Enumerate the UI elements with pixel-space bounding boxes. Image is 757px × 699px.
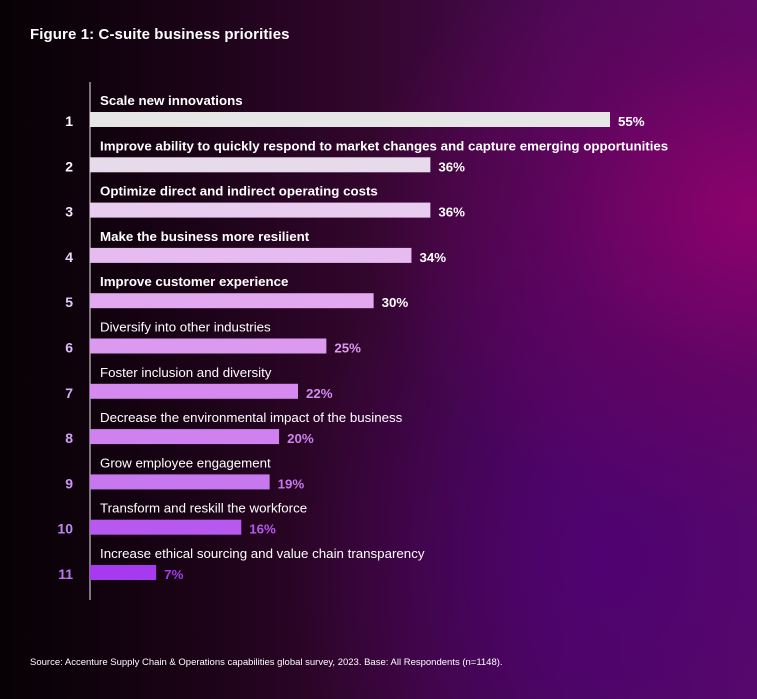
value-label: 16% <box>249 522 276 537</box>
rank-number: 2 <box>65 158 73 174</box>
category-label: Improve customer experience <box>100 274 288 289</box>
category-label: Improve ability to quickly respond to ma… <box>100 138 668 153</box>
value-label: 22% <box>306 386 333 401</box>
value-label: 30% <box>382 295 409 310</box>
bar <box>90 293 374 309</box>
source-note: Source: Accenture Supply Chain & Operati… <box>30 657 503 668</box>
bar <box>90 474 270 490</box>
bar <box>90 202 431 218</box>
rank-number: 4 <box>65 249 73 265</box>
bar <box>90 565 157 580</box>
rank-number: 8 <box>65 430 73 446</box>
rank-number: 1 <box>65 113 73 129</box>
chart-title: Figure 1: C-suite business priorities <box>30 26 290 43</box>
category-label: Foster inclusion and diversity <box>100 365 272 380</box>
rank-number: 3 <box>65 204 73 220</box>
category-label: Grow employee engagement <box>100 455 271 470</box>
value-label: 36% <box>438 205 465 220</box>
rank-number: 6 <box>65 340 73 356</box>
value-label: 55% <box>618 114 645 129</box>
value-label: 36% <box>438 159 465 174</box>
rank-number: 10 <box>57 521 73 537</box>
bar <box>90 519 242 535</box>
bar <box>90 429 280 445</box>
category-label: Increase ethical sourcing and value chai… <box>100 546 425 561</box>
bar <box>90 112 610 127</box>
value-label: 34% <box>419 250 446 265</box>
value-label: 20% <box>287 431 314 446</box>
bar <box>90 338 327 354</box>
value-label: 7% <box>164 567 183 582</box>
value-label: 25% <box>334 341 361 356</box>
category-label: Transform and reskill the workforce <box>100 501 307 516</box>
category-label: Make the business more resilient <box>100 229 310 244</box>
rank-number: 11 <box>58 566 73 582</box>
value-label: 19% <box>278 476 305 491</box>
bar <box>90 383 298 399</box>
category-label: Decrease the environmental impact of the… <box>100 410 403 425</box>
category-label: Diversify into other industries <box>100 320 271 335</box>
rank-number: 5 <box>65 294 73 310</box>
bar <box>90 247 412 263</box>
category-label: Optimize direct and indirect operating c… <box>100 184 378 199</box>
rank-number: 7 <box>65 385 73 401</box>
category-label: Scale new innovations <box>100 93 243 108</box>
bar <box>90 157 431 173</box>
rank-number: 9 <box>65 475 73 491</box>
